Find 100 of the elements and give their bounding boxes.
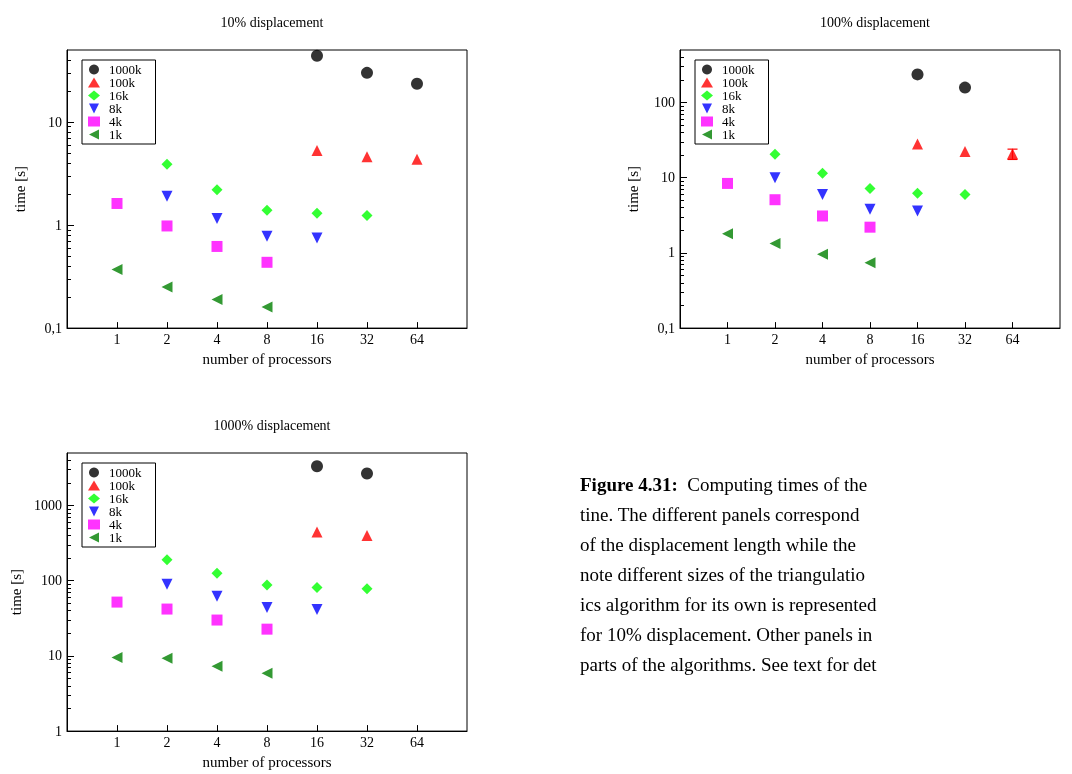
chart-title: 100% displacement: [819, 14, 931, 30]
y-tick-label: 1: [668, 245, 675, 261]
y-axis-title: time [s]: [11, 165, 28, 213]
point: [161, 190, 173, 202]
point: [211, 184, 223, 196]
text: tine. The different panels correspond: [580, 503, 861, 527]
point: [912, 138, 923, 150]
point: [261, 602, 273, 614]
point: [211, 590, 223, 602]
x-tick-label: 32: [958, 331, 972, 347]
point: [361, 583, 373, 595]
x-tick-label: 1: [724, 331, 731, 347]
point: [161, 158, 173, 170]
point: [161, 652, 173, 664]
point: [261, 579, 273, 591]
y-tick-label: 0,1: [44, 320, 62, 336]
y-tick-label: 100: [41, 573, 62, 589]
point: [111, 652, 123, 664]
point: [911, 68, 924, 81]
x-tick-label: 64: [410, 331, 424, 347]
x-tick-label: 8: [866, 331, 874, 347]
x-tick-label: 4: [819, 331, 826, 347]
point: [959, 146, 971, 158]
point: [211, 212, 223, 224]
chart-title: 10% displacement: [220, 14, 324, 30]
point: [161, 578, 173, 590]
y-axis-title: time [s]: [624, 165, 641, 213]
point: [111, 596, 123, 608]
legend-label: 4k: [109, 114, 123, 129]
point: [864, 221, 876, 233]
legend-label: 8k: [722, 101, 736, 116]
x-tick-label: 16: [310, 331, 324, 347]
x-tick-label: 1: [113, 331, 121, 347]
x-tick-label: 2: [163, 734, 171, 750]
x-tick-label: 2: [771, 331, 779, 347]
point: [211, 614, 223, 626]
point: [311, 460, 323, 473]
point: [361, 66, 373, 79]
legend-label: 1000k: [722, 62, 755, 77]
point: [769, 172, 781, 184]
legend-label: 1k: [722, 127, 736, 142]
point: [959, 188, 971, 200]
point: [311, 526, 323, 538]
x-tick-label: 16: [310, 734, 324, 750]
point: [769, 148, 781, 160]
point: [311, 582, 323, 594]
x-axis-title: number of processors: [805, 350, 935, 367]
y-axis-title: time [s]: [7, 568, 24, 616]
legend-label: 1000k: [109, 465, 142, 480]
y-tick-label: 10: [48, 648, 62, 664]
point: [261, 204, 273, 216]
chart-title: 1000% displacement: [213, 417, 331, 433]
point: [769, 194, 781, 206]
legend-label: 16k: [722, 88, 742, 103]
point: [411, 77, 423, 90]
x-axis-title: number of processors: [202, 350, 332, 367]
point: [311, 49, 323, 62]
point: [722, 177, 733, 189]
point: [361, 467, 373, 480]
x-axis-title: number of processors: [202, 753, 332, 770]
legend-label: 16k: [109, 491, 129, 506]
point: [261, 301, 273, 313]
x-tick-label: 64: [410, 734, 424, 750]
text: for 10% displacement. Other panels in: [580, 623, 874, 647]
point: [261, 230, 273, 242]
legend-label: 1000k: [109, 62, 142, 77]
point: [817, 210, 828, 222]
text: Figure 4.31:: [580, 474, 678, 495]
legend-label: 16k: [109, 88, 129, 103]
text: Computing times of the: [687, 474, 868, 495]
x-tick-label: 1: [113, 734, 121, 750]
legend-label: 4k: [109, 517, 123, 532]
x-tick-label: 2: [163, 331, 171, 347]
point: [864, 182, 876, 194]
point: [311, 207, 323, 219]
point: [769, 238, 781, 250]
y-tick-label: 10: [48, 114, 62, 130]
point: [311, 232, 323, 244]
point: [161, 603, 173, 615]
point: [864, 203, 876, 215]
legend-label: 1k: [109, 127, 123, 142]
point: [261, 256, 273, 268]
x-tick-label: 32: [360, 734, 374, 750]
point: [912, 187, 923, 199]
point: [211, 240, 223, 252]
point: [161, 554, 173, 566]
y-tick-label: 1: [55, 217, 62, 233]
point: [211, 660, 223, 672]
legend-label: 4k: [722, 114, 736, 129]
point: [817, 248, 828, 260]
x-tick-label: 8: [263, 734, 271, 750]
point: [411, 153, 423, 165]
y-tick-label: 1000: [34, 498, 62, 514]
y-tick-label: 10: [661, 170, 675, 186]
point: [817, 167, 828, 179]
legend-label: 1k: [109, 530, 123, 545]
point: [211, 293, 223, 305]
point: [864, 257, 876, 269]
point: [722, 228, 733, 240]
y-tick-label: 0,1: [657, 320, 675, 336]
